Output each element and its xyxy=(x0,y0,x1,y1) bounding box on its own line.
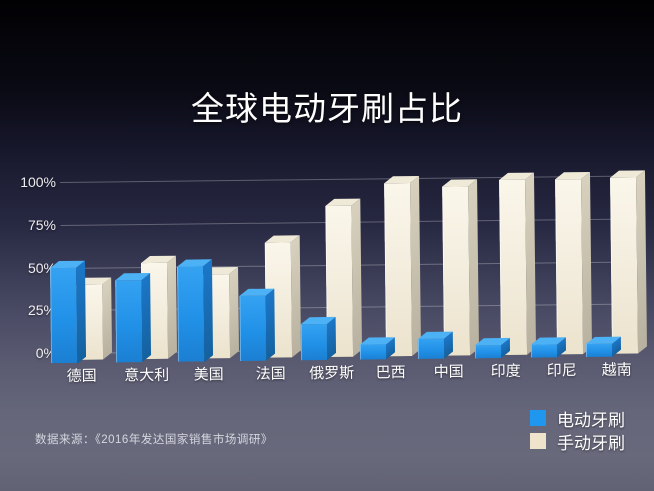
x-axis-label: 越南 xyxy=(601,361,632,379)
legend: 电动牙刷 手动牙刷 xyxy=(530,409,625,453)
x-axis-label: 美国 xyxy=(193,366,224,384)
bar-electric xyxy=(239,295,267,361)
bar-manual xyxy=(499,180,528,356)
bar-electric xyxy=(359,344,387,360)
legend-item: 电动牙刷 xyxy=(530,409,625,430)
y-axis-tick: 75% xyxy=(27,216,56,233)
bar-electric xyxy=(115,280,143,363)
bar-electric xyxy=(177,265,205,362)
bar-electric xyxy=(585,343,613,358)
legend-label: 手动牙刷 xyxy=(557,433,625,453)
source-note: 数据来源：《2016年发达国家销售市场调研》 xyxy=(35,434,273,446)
legend-swatch xyxy=(530,410,546,426)
plot-area: 德国 意大利 美国 法国 俄罗斯 巴西 中国 印度 印尼 越南 xyxy=(0,175,654,385)
bar-manual xyxy=(384,183,413,357)
bar-electric xyxy=(474,344,502,359)
gridline xyxy=(60,175,639,184)
y-axis-tick: 100% xyxy=(20,174,56,190)
bar-manual xyxy=(442,185,471,356)
y-axis-tick: 50% xyxy=(27,259,56,276)
slide-title: 全球电动牙刷占比 xyxy=(191,90,463,128)
bar-electric xyxy=(417,338,445,359)
bar-manual xyxy=(610,177,639,354)
legend-label: 电动牙刷 xyxy=(557,410,625,430)
bar-electric xyxy=(300,324,328,361)
bar-manual xyxy=(555,179,584,355)
x-axis-label: 德国 xyxy=(66,367,97,385)
y-axis-tick: 25% xyxy=(27,302,56,319)
bar-electric xyxy=(50,267,78,364)
legend-swatch xyxy=(530,433,546,449)
x-axis-label: 意大利 xyxy=(124,366,170,385)
bar-electric xyxy=(530,343,558,358)
legend-item: 手动牙刷 xyxy=(530,432,625,453)
